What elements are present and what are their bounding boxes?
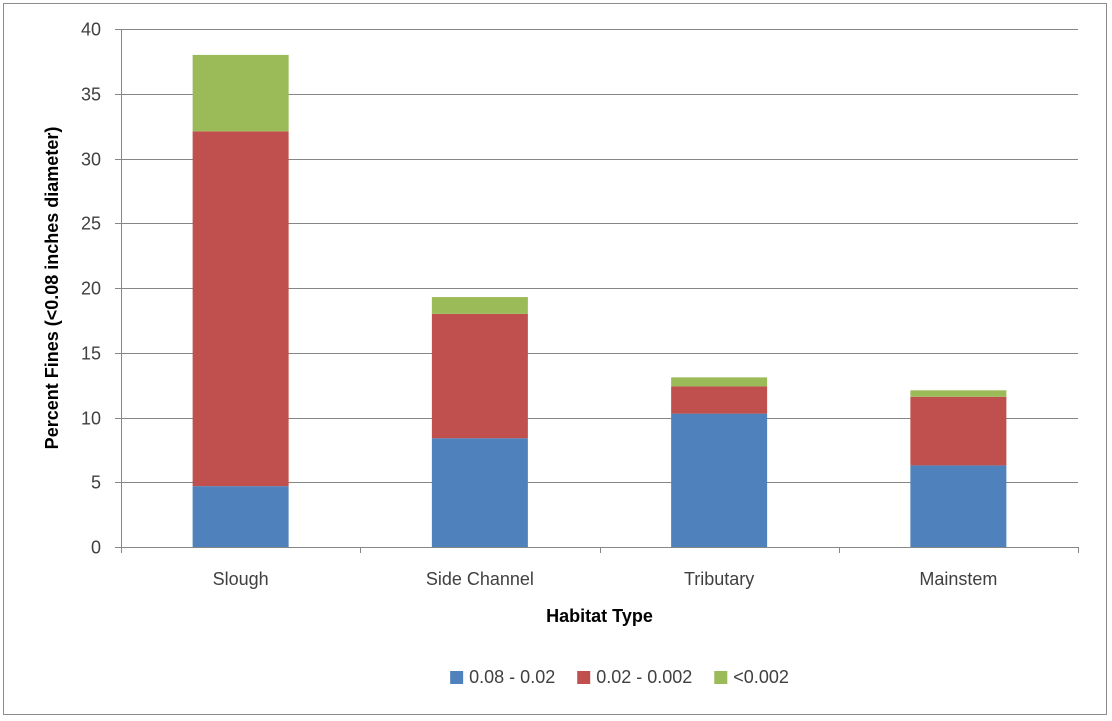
legend-swatch: [450, 671, 464, 684]
bar-segment: [671, 377, 768, 387]
bars: [192, 54, 1007, 547]
y-tick-label: 40: [81, 20, 101, 40]
bar-segment: [671, 386, 768, 414]
legend: 0.08 - 0.02 0.02 - 0.002 <0.002: [450, 667, 789, 687]
legend-swatch: [714, 671, 728, 684]
bar-segment: [192, 486, 289, 547]
axes: [121, 29, 1078, 548]
y-tick-label: 30: [81, 150, 101, 170]
legend-item: 0.02 - 0.002: [577, 667, 692, 687]
y-tick-labels: 0 5 10 15 20 25 30 35 40: [81, 20, 101, 558]
bar-segment: [192, 131, 289, 487]
x-tick-label: Slough: [213, 569, 269, 589]
legend-swatch: [577, 671, 591, 684]
legend-label: <0.002: [733, 667, 789, 687]
y-tick-label: 0: [91, 538, 101, 558]
y-tick-label: 5: [91, 473, 101, 493]
x-tick-label: Mainstem: [919, 569, 997, 589]
chart-frame: [3, 3, 1107, 715]
bar-segment: [431, 313, 528, 439]
bar-segment: [431, 297, 528, 314]
x-tick-label: Tributary: [684, 569, 754, 589]
y-tick-label: 25: [81, 214, 101, 234]
y-axis-title: Percent Fines (<0.08 inches diameter): [42, 127, 62, 450]
y-tick-label: 15: [81, 344, 101, 364]
bar-segment: [192, 54, 289, 132]
legend-label: 0.02 - 0.002: [596, 667, 692, 687]
bar-segment: [910, 390, 1007, 397]
bar-segment: [910, 396, 1007, 466]
x-tick-labels: Slough Side Channel Tributary Mainstem: [213, 569, 998, 589]
y-tick-label: 20: [81, 279, 101, 299]
bar-segment: [431, 438, 528, 547]
x-tick-label: Side Channel: [426, 569, 534, 589]
y-tick-label: 35: [81, 85, 101, 105]
bar-segment: [910, 465, 1007, 547]
legend-item: <0.002: [714, 667, 789, 687]
bar-segment: [671, 413, 768, 547]
legend-item: 0.08 - 0.02: [450, 667, 555, 687]
x-axis-title: Habitat Type: [546, 606, 653, 626]
legend-label: 0.08 - 0.02: [469, 667, 555, 687]
y-tick-label: 10: [81, 409, 101, 429]
